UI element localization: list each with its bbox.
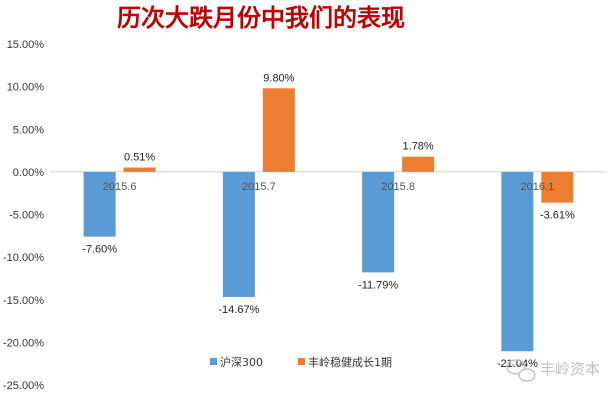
bar-series-1	[222, 171, 255, 297]
y-tick-label: 5.00%	[13, 124, 44, 136]
bar-series-1	[83, 171, 116, 237]
bar-series-2	[541, 171, 574, 203]
category-label: 2016.1	[521, 181, 555, 193]
bar-series-2	[402, 156, 435, 172]
y-tick-label: 15.00%	[7, 39, 45, 51]
data-label: 1.78%	[403, 141, 434, 153]
y-tick-label: -5.00%	[9, 210, 44, 222]
bar-series-2	[123, 167, 156, 172]
category-labels-group: 2015.6 2015.7 2015.8 2016.1	[103, 181, 554, 193]
legend-swatch-hs300	[210, 358, 217, 365]
watermark: 丰岭资本	[506, 359, 600, 382]
data-label: 0.51%	[124, 152, 155, 164]
y-tick-label: -10.00%	[3, 252, 44, 264]
y-tick-label: 10.00%	[7, 82, 45, 94]
data-label: -3.61%	[540, 210, 575, 222]
category-label: 2015.8	[381, 181, 415, 193]
wechat-icon	[506, 359, 536, 382]
y-tick-label: -15.00%	[3, 295, 44, 307]
bar-series-2	[262, 88, 295, 172]
legend-label-hs300: 沪深300	[220, 355, 263, 369]
category-label: 2015.7	[242, 181, 276, 193]
legend-label-fengling: 丰岭稳健成长1期	[308, 355, 392, 369]
legend-swatch-fengling	[298, 358, 305, 365]
data-label: 9.80%	[263, 72, 294, 84]
data-label: -14.67%	[218, 304, 259, 316]
bar-series-1	[501, 171, 534, 352]
y-tick-label: 0.00%	[13, 167, 44, 179]
y-tick-label: -25.00%	[3, 380, 44, 392]
legend: 沪深300 丰岭稳健成长1期	[210, 355, 392, 369]
chart-title: 历次大跌月份中我们的表现	[117, 3, 405, 32]
watermark-text: 丰岭资本	[540, 360, 600, 378]
category-label: 2015.6	[103, 181, 137, 193]
data-labels-group: -7.60%0.51%-14.67%9.80%-11.79%1.78%-21.0…	[82, 72, 575, 370]
y-axis: 15.00% 10.00% 5.00% 0.00% -5.00% -10.00% -15.0…	[3, 39, 44, 392]
data-label: -7.60%	[82, 244, 117, 256]
y-tick-label: -20.00%	[3, 337, 44, 349]
bar-series-1	[362, 171, 395, 273]
bars-group	[83, 88, 574, 352]
data-label: -11.79%	[358, 279, 398, 291]
